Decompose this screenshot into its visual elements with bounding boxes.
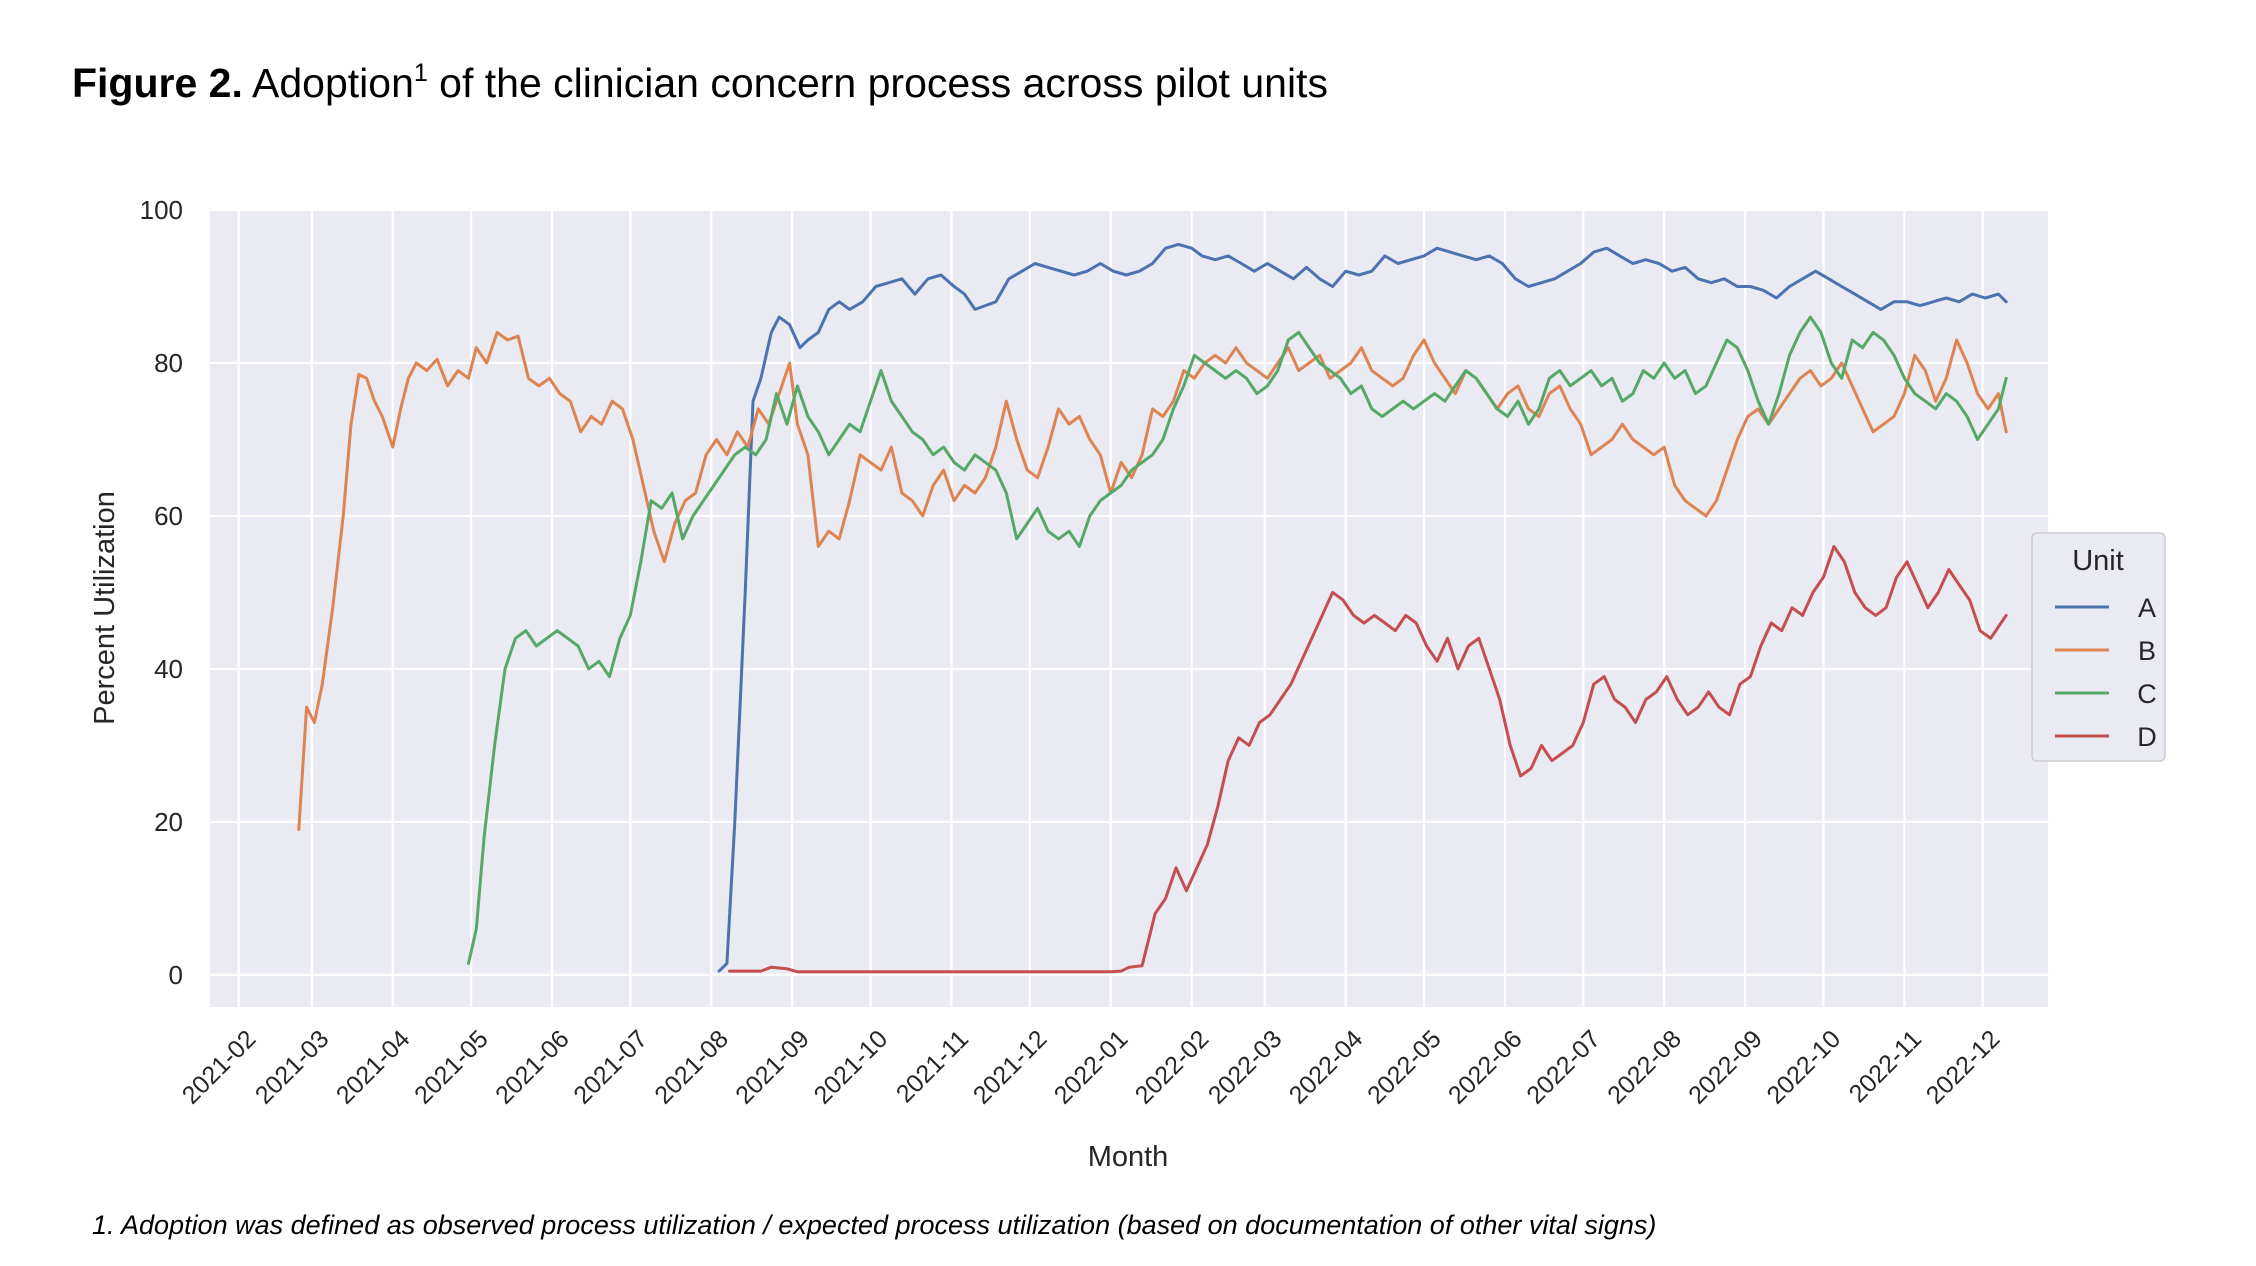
x-tick-label: 2021-04	[331, 1025, 416, 1110]
x-tick-label: 2021-12	[968, 1025, 1053, 1110]
y-tick-label: 0	[169, 960, 183, 990]
y-tick-label: 100	[140, 195, 183, 225]
figure-title-main: Adoption	[252, 60, 414, 106]
x-tick-label: 2022-01	[1049, 1025, 1134, 1110]
legend-box	[2031, 532, 2166, 762]
x-tick-label: 2022-04	[1284, 1025, 1369, 1110]
series-line-d	[728, 545, 2008, 974]
x-tick-label: 2022-03	[1203, 1025, 1288, 1110]
series-lines	[297, 242, 2008, 974]
x-tick-label: 2022-08	[1602, 1025, 1687, 1110]
x-tick-label: 2021-06	[490, 1025, 575, 1110]
figure-title-rest: of the clinician concern process across …	[427, 60, 1328, 106]
legend-label-b: B	[2138, 636, 2156, 666]
figure-label: Figure 2.	[72, 60, 243, 106]
grid-lines	[210, 208, 2048, 1007]
figure-footnote: 1. Adoption was defined as observed proc…	[92, 1210, 1657, 1240]
plot-area	[210, 210, 2048, 1007]
x-tick-label: 2022-09	[1683, 1025, 1768, 1110]
legend-label-a: A	[2138, 593, 2156, 623]
series-line-c	[467, 315, 2008, 965]
series-line-a	[717, 242, 2008, 973]
x-tick-label: 2021-08	[649, 1025, 734, 1110]
figure-title: Figure 2. Adoption1 of the clinician con…	[72, 58, 1328, 108]
x-tick-label: 2021-09	[730, 1025, 815, 1110]
x-tick-label: 2021-02	[177, 1025, 262, 1110]
y-tick-label: 80	[154, 348, 183, 378]
x-tick-label: 2022-10	[1761, 1025, 1846, 1110]
legend-title: Unit	[2072, 545, 2124, 577]
x-tick-label: 2022-05	[1362, 1025, 1447, 1110]
x-axis-label: Month	[1088, 1141, 1169, 1173]
legend-label-d: D	[2137, 722, 2157, 752]
x-tick-label: 2021-10	[809, 1025, 894, 1110]
x-tick-label: 2022-12	[1921, 1025, 2006, 1110]
y-tick-label: 20	[154, 807, 183, 837]
x-tick-label: 2022-11	[1844, 1025, 1927, 1108]
figure-title-footnote-marker: 1	[413, 59, 428, 87]
x-tick-label: 2021-03	[250, 1025, 335, 1110]
x-tick-labels: 2021-022021-032021-042021-052021-062021-…	[177, 1025, 2006, 1110]
x-tick-label: 2022-07	[1521, 1025, 1606, 1110]
y-tick-label: 40	[154, 654, 183, 684]
x-tick-label: 2021-07	[568, 1025, 653, 1110]
x-tick-label: 2022-06	[1443, 1025, 1528, 1110]
y-tick-label: 60	[154, 501, 183, 531]
x-tick-label: 2021-11	[891, 1025, 974, 1108]
y-axis-label: Percent Utilization	[89, 491, 121, 725]
y-tick-labels: 0 20 40 60 80 100	[140, 195, 183, 990]
legend-label-c: C	[2137, 679, 2157, 709]
x-tick-label: 2021-05	[409, 1025, 494, 1110]
x-tick-label: 2022-02	[1130, 1025, 1215, 1110]
